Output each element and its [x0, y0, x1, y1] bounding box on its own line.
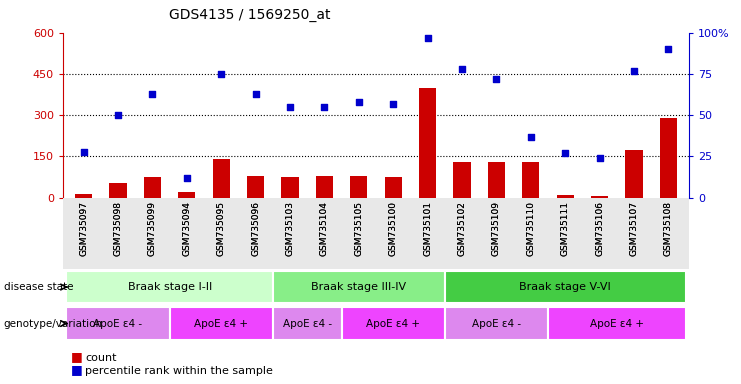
Bar	[316, 176, 333, 198]
Bar	[179, 192, 196, 198]
FancyBboxPatch shape	[445, 271, 685, 303]
Text: GSM735094: GSM735094	[182, 201, 191, 256]
Text: GSM735108: GSM735108	[664, 201, 673, 256]
Text: GSM735101: GSM735101	[423, 201, 432, 256]
Point	[250, 91, 262, 97]
Bar	[522, 162, 539, 198]
Text: ApoE ε4 +: ApoE ε4 +	[366, 318, 420, 329]
FancyBboxPatch shape	[445, 307, 548, 340]
Text: GSM735102: GSM735102	[457, 201, 467, 256]
Point	[594, 155, 605, 161]
Text: GSM735109: GSM735109	[492, 201, 501, 256]
FancyBboxPatch shape	[273, 271, 445, 303]
Text: ApoE ε4 +: ApoE ε4 +	[590, 318, 644, 329]
Text: GSM735106: GSM735106	[595, 201, 604, 256]
Text: GSM735096: GSM735096	[251, 201, 260, 256]
Bar	[213, 159, 230, 198]
Text: count: count	[85, 353, 117, 363]
Text: ApoE ε4 -: ApoE ε4 -	[472, 318, 521, 329]
Text: GSM735107: GSM735107	[630, 201, 639, 256]
Bar	[385, 177, 402, 198]
Text: GSM735094: GSM735094	[182, 201, 191, 256]
FancyBboxPatch shape	[67, 307, 170, 340]
Point	[525, 134, 536, 140]
Text: GSM735109: GSM735109	[492, 201, 501, 256]
Text: ■: ■	[70, 363, 82, 376]
Bar	[625, 150, 642, 198]
Text: GSM735110: GSM735110	[526, 201, 536, 256]
Point	[112, 112, 124, 118]
Text: GSM735110: GSM735110	[526, 201, 536, 256]
Text: ■: ■	[70, 350, 82, 363]
Text: GSM735106: GSM735106	[595, 201, 604, 256]
Text: GSM735095: GSM735095	[216, 201, 226, 256]
Text: GSM735101: GSM735101	[423, 201, 432, 256]
FancyBboxPatch shape	[342, 307, 445, 340]
Bar	[591, 196, 608, 198]
Point	[319, 104, 330, 110]
Text: GSM735098: GSM735098	[113, 201, 122, 256]
Text: GSM735099: GSM735099	[148, 201, 157, 256]
Bar	[419, 88, 436, 198]
Point	[456, 66, 468, 72]
Bar	[556, 195, 574, 198]
Text: genotype/variation: genotype/variation	[4, 318, 103, 329]
Bar	[110, 183, 127, 198]
Point	[147, 91, 159, 97]
Text: GSM735108: GSM735108	[664, 201, 673, 256]
Bar	[247, 176, 265, 198]
Text: GSM735105: GSM735105	[354, 201, 363, 256]
Point	[78, 149, 90, 155]
Point	[628, 68, 640, 74]
Text: GSM735104: GSM735104	[320, 201, 329, 256]
Text: disease state: disease state	[4, 282, 73, 292]
Point	[491, 76, 502, 82]
Text: GSM735102: GSM735102	[457, 201, 467, 256]
Text: percentile rank within the sample: percentile rank within the sample	[85, 366, 273, 376]
Text: GSM735100: GSM735100	[389, 201, 398, 256]
Text: GSM735111: GSM735111	[561, 201, 570, 256]
Text: GSM735097: GSM735097	[79, 201, 88, 256]
Text: GSM735095: GSM735095	[216, 201, 226, 256]
Text: Braak stage I-II: Braak stage I-II	[127, 282, 212, 292]
FancyBboxPatch shape	[273, 307, 342, 340]
FancyBboxPatch shape	[67, 271, 273, 303]
Text: ApoE ε4 +: ApoE ε4 +	[194, 318, 248, 329]
Text: GSM735096: GSM735096	[251, 201, 260, 256]
Text: Braak stage III-IV: Braak stage III-IV	[311, 282, 406, 292]
Bar	[488, 162, 505, 198]
Point	[422, 35, 433, 41]
Text: GSM735103: GSM735103	[285, 201, 295, 256]
Text: GDS4135 / 1569250_at: GDS4135 / 1569250_at	[170, 8, 331, 22]
Text: GSM735111: GSM735111	[561, 201, 570, 256]
Bar	[282, 177, 299, 198]
Text: ApoE ε4 -: ApoE ε4 -	[93, 318, 142, 329]
Bar	[144, 177, 161, 198]
Text: GSM735097: GSM735097	[79, 201, 88, 256]
FancyBboxPatch shape	[170, 307, 273, 340]
Point	[284, 104, 296, 110]
Point	[216, 71, 227, 77]
Text: ApoE ε4 -: ApoE ε4 -	[282, 318, 332, 329]
Point	[388, 101, 399, 107]
Point	[559, 150, 571, 156]
Bar	[453, 162, 471, 198]
Text: GSM735099: GSM735099	[148, 201, 157, 256]
Text: GSM735100: GSM735100	[389, 201, 398, 256]
Point	[181, 175, 193, 181]
Bar	[660, 118, 677, 198]
Text: GSM735103: GSM735103	[285, 201, 295, 256]
Text: GSM735105: GSM735105	[354, 201, 363, 256]
Bar	[75, 194, 92, 198]
Text: GSM735098: GSM735098	[113, 201, 122, 256]
Text: GSM735107: GSM735107	[630, 201, 639, 256]
Bar	[350, 176, 368, 198]
Text: Braak stage V-VI: Braak stage V-VI	[519, 282, 611, 292]
Point	[662, 46, 674, 52]
Point	[353, 99, 365, 105]
FancyBboxPatch shape	[63, 198, 689, 269]
FancyBboxPatch shape	[548, 307, 685, 340]
Text: GSM735104: GSM735104	[320, 201, 329, 256]
